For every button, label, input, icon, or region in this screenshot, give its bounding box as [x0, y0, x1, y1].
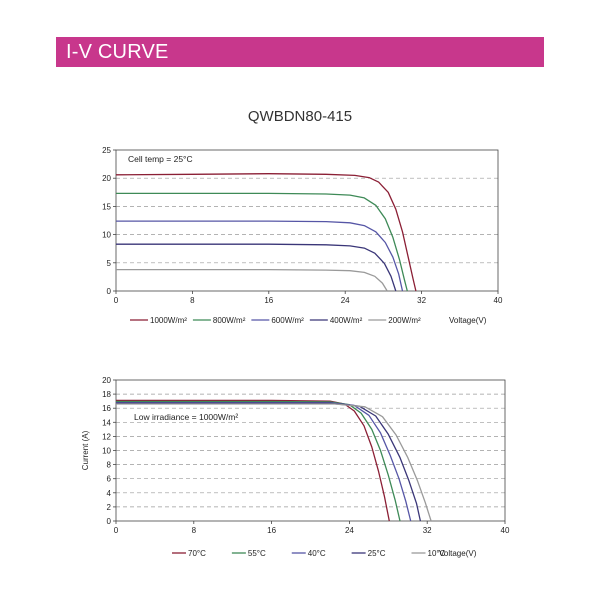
y-tick-label: 12 — [102, 432, 111, 441]
legend-label: 25°C — [368, 549, 386, 558]
series-line-600W/m² — [116, 220, 404, 292]
series-line-55°C — [116, 400, 401, 522]
chart-annotation: Cell temp = 25°C — [128, 154, 193, 164]
y-tick-label: 5 — [107, 259, 112, 268]
series-line-70°C — [116, 399, 390, 522]
y-tick-label: 25 — [102, 146, 111, 155]
legend-label: 400W/m² — [330, 316, 363, 325]
y-tick-label: 20 — [102, 376, 111, 385]
y-tick-label: 6 — [107, 475, 112, 484]
series-line-200W/m² — [116, 268, 388, 292]
x-tick-label: 24 — [341, 296, 350, 305]
section-banner: I-V CURVE — [56, 37, 544, 67]
y-tick-label: 8 — [107, 461, 112, 470]
y-tick-label: 16 — [102, 404, 111, 413]
y-tick-label: 2 — [107, 503, 112, 512]
y-tick-label: 10 — [102, 447, 111, 456]
legend-label: 600W/m² — [271, 316, 304, 325]
section-title: I-V CURVE — [66, 41, 169, 63]
chart-annotation: Low irradiance = 1000W/m² — [134, 412, 238, 422]
series-line-10°C — [116, 403, 432, 522]
x-tick-label: 0 — [114, 526, 119, 535]
iv-chart-1: 0 5 10 15 20 25 0 8 16 24 32 40 Cell temp = 25°C 1000… — [102, 146, 503, 325]
series-line-40°C — [116, 401, 412, 522]
y-tick-label: 0 — [107, 517, 112, 526]
legend-label: 55°C — [248, 549, 266, 558]
legend-label: 10°C — [428, 549, 446, 558]
x-tick-label: 16 — [264, 296, 273, 305]
y-tick-label: 20 — [102, 174, 111, 183]
x-axis-label: Voltage(V) — [449, 316, 487, 325]
legend-label: 40°C — [308, 549, 326, 558]
legend-label: 200W/m² — [388, 316, 421, 325]
legend-label: 800W/m² — [213, 316, 246, 325]
y-tick-label: 4 — [107, 489, 112, 498]
x-tick-label: 40 — [494, 296, 503, 305]
x-tick-label: 16 — [267, 526, 276, 535]
y-tick-label: 15 — [102, 202, 111, 211]
series-line-800W/m² — [116, 192, 408, 292]
series-line-400W/m² — [116, 243, 397, 292]
y-tick-label: 18 — [102, 390, 111, 399]
product-model-title: QWBDN80-415 — [247, 108, 353, 125]
y-axis-label: Current (A) — [81, 430, 90, 470]
x-tick-label: 40 — [501, 526, 510, 535]
legend-label: 70°C — [188, 549, 206, 558]
x-tick-label: 32 — [423, 526, 432, 535]
x-tick-label: 8 — [192, 526, 197, 535]
y-tick-label: 14 — [102, 418, 111, 427]
series-line-25°C — [116, 402, 422, 522]
y-tick-label: 0 — [107, 287, 112, 296]
x-tick-label: 24 — [345, 526, 354, 535]
x-axis-label: Voltage(V) — [439, 549, 477, 558]
x-tick-label: 0 — [114, 296, 119, 305]
y-tick-label: 10 — [102, 231, 111, 240]
series-line-1000W/m² — [115, 173, 417, 292]
legend-label: 1000W/m² — [150, 316, 187, 325]
x-tick-label: 32 — [417, 296, 426, 305]
x-tick-label: 8 — [190, 296, 195, 305]
